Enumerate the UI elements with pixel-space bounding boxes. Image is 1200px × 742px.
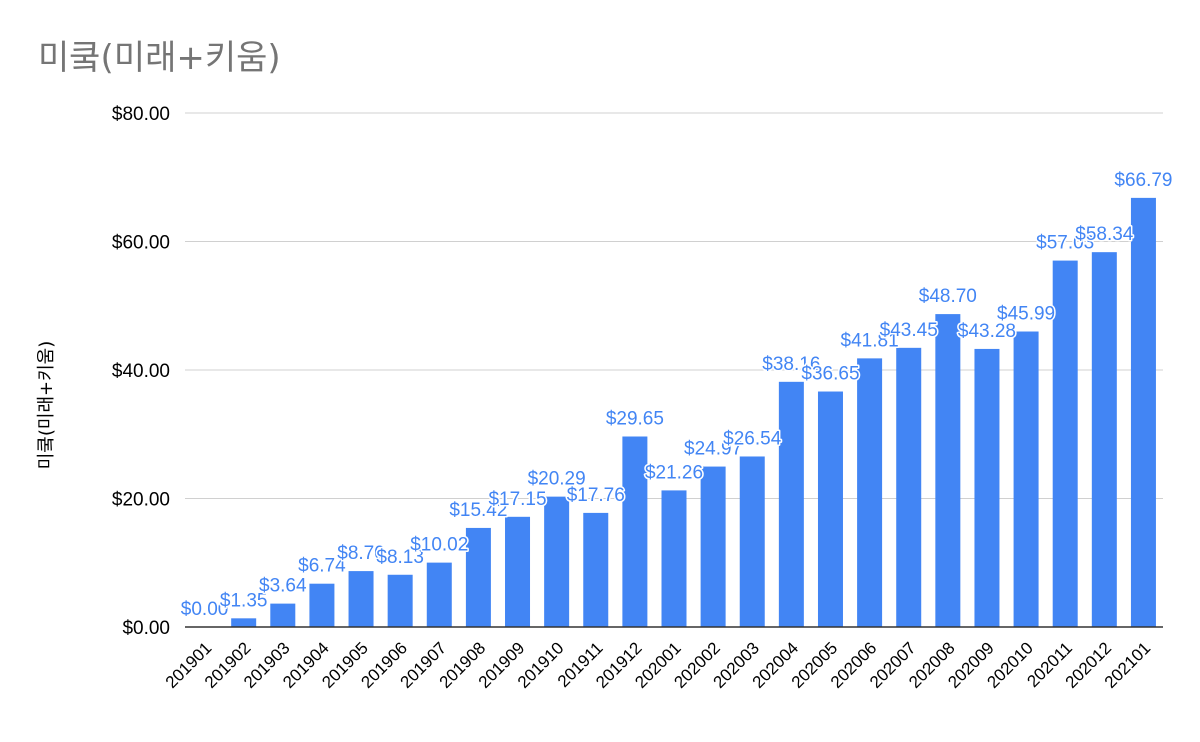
data-label: $43.28: [958, 321, 1016, 342]
bars: [231, 197, 1156, 627]
bar: [1130, 197, 1156, 627]
data-label: $41.81: [841, 330, 899, 351]
bar: [583, 512, 609, 627]
bar: [348, 571, 374, 627]
bar: [1013, 331, 1039, 627]
chart-title: 미쿸(미래+키움): [38, 38, 281, 78]
bar: [739, 456, 765, 627]
data-label: $21.26: [645, 462, 703, 483]
bar: [935, 314, 961, 627]
x-axis-tick-labels: 2019012019022019032019042019052019062019…: [162, 638, 1154, 692]
data-label: $45.99: [997, 304, 1055, 325]
bar: [544, 496, 570, 627]
data-label: $26.54: [723, 428, 782, 449]
data-label: $10.02: [410, 535, 468, 556]
data-label: $43.45: [880, 320, 938, 341]
data-label: $48.70: [919, 286, 977, 307]
data-label: $15.42: [449, 500, 507, 521]
data-label: $29.65: [606, 408, 664, 429]
bar: [426, 562, 452, 627]
data-label: $6.74: [298, 556, 346, 577]
bar: [465, 527, 491, 627]
data-label: $3.64: [259, 576, 307, 597]
y-tick-label: $20.00: [112, 490, 170, 511]
data-label: $66.79: [1114, 170, 1172, 191]
data-labels: $0.00$1.35$3.64$6.74$8.70$8.13$10.02 $15.…: [179, 168, 1174, 621]
bar: [231, 618, 257, 627]
bar: [1091, 252, 1117, 627]
bar: [661, 490, 687, 627]
data-label: $17.15: [488, 489, 546, 510]
y-tick-label: $80.00: [112, 104, 170, 125]
bar: [778, 381, 804, 627]
bar: [387, 574, 413, 627]
bar: [857, 358, 883, 627]
y-tick-label: $60.00: [112, 233, 170, 254]
bar: [700, 466, 726, 627]
bar: [309, 583, 335, 627]
bar: [896, 347, 922, 627]
data-label: $24.97: [684, 439, 742, 460]
data-label: $57.03: [1036, 233, 1094, 254]
data-label: $8.70: [337, 543, 385, 564]
data-label: $17.76: [567, 485, 625, 506]
bar: [817, 391, 843, 627]
bar: [1052, 260, 1078, 627]
data-label: $8.13: [376, 547, 424, 568]
y-tick-label: $40.00: [112, 361, 170, 382]
bar: [974, 348, 1000, 627]
bar: [622, 436, 648, 627]
data-label: $20.29: [528, 469, 586, 490]
bar: [270, 603, 296, 627]
data-label: $58.34: [1075, 224, 1134, 245]
data-label: $1.35: [220, 590, 268, 611]
bar: [505, 516, 531, 627]
data-label: $38.16: [762, 354, 820, 375]
y-tick-label: $0.00: [122, 618, 170, 639]
y-axis-title: 미쿸(미래+키움): [36, 341, 57, 470]
data-label: $0.00: [181, 599, 229, 620]
gridlines: [185, 112, 1163, 499]
y-axis-tick-labels: $0.00 $20.00 $40.00 $60.00 $80.00: [112, 104, 170, 639]
data-label: $36.65: [801, 364, 859, 385]
